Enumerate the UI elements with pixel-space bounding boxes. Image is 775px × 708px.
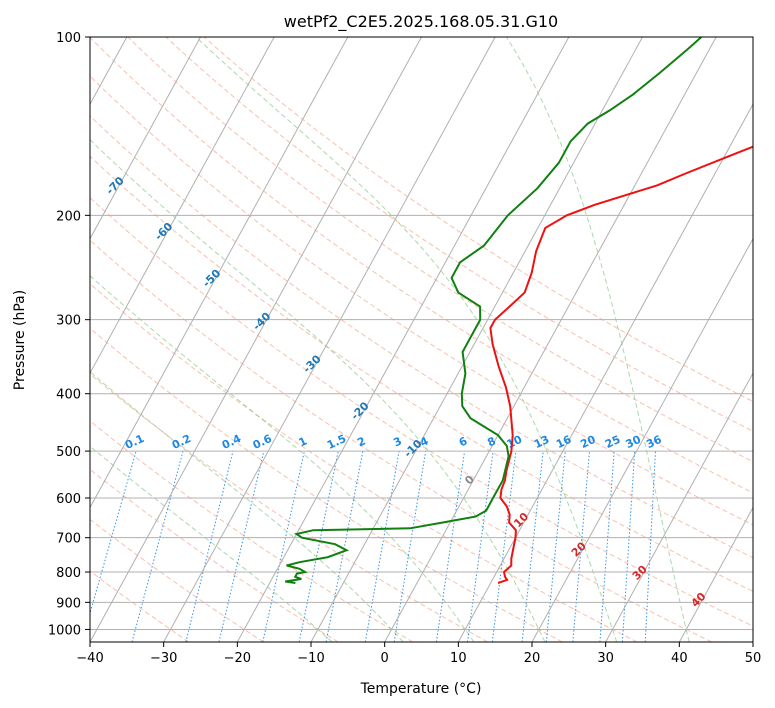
mixing-ratio-line — [298, 450, 339, 642]
mixing-ratio-line — [364, 451, 400, 642]
mixing-ratio-line — [218, 450, 265, 642]
x-tick-label: 50 — [745, 651, 762, 666]
x-tick-label: −10 — [297, 651, 324, 666]
mixing-ratio-line — [262, 450, 305, 642]
plot-frame — [89, 36, 754, 643]
sounding-profiles — [285, 37, 753, 584]
dry-adiabat-line — [90, 373, 488, 642]
x-tick-label: −30 — [150, 651, 177, 666]
isotherm-line — [90, 37, 422, 642]
dry-adiabat-line — [90, 197, 753, 627]
x-axis-ticks: −40 −30 −20 −10 0 10 20 30 40 50 — [76, 642, 761, 666]
dry-adiabat-line — [90, 518, 264, 642]
y-tick-label: 500 — [56, 445, 81, 460]
moist-adiabat-line — [506, 37, 690, 642]
dry-adiabat-line — [90, 468, 339, 642]
isotherm-line — [163, 37, 496, 642]
y-tick-label: 300 — [56, 314, 81, 329]
y-tick-label: 600 — [56, 492, 81, 507]
isotherm-line — [678, 506, 753, 642]
y-tick-label: 200 — [56, 209, 81, 224]
mixing-ratio-line — [599, 451, 615, 642]
y-tick-label: 900 — [56, 596, 81, 611]
mixing-ratio-line — [185, 450, 234, 642]
isotherm-line — [310, 37, 643, 642]
chart-title: wetPf2_C2E5.2025.168.05.31.G10 — [284, 12, 558, 32]
mixing-ratio-label: 13 — [532, 433, 551, 451]
x-tick-label: 40 — [671, 651, 688, 666]
mixing-ratio-label: 16 — [554, 433, 574, 451]
moist-adiabat-line — [90, 275, 475, 642]
y-tick-label: 800 — [56, 566, 81, 581]
mixing-ratio-line — [572, 451, 590, 642]
mixing-ratio-label: 10 — [505, 433, 525, 451]
moist-adiabat-line — [90, 445, 333, 642]
dry-adiabat-line — [90, 570, 190, 642]
isotherm-line — [90, 37, 349, 509]
temperature-profile-line — [489, 145, 753, 584]
isotherm-line — [605, 372, 753, 642]
isotherm-line — [457, 103, 753, 642]
dry-adiabat-line — [90, 115, 753, 559]
y-axis-label: Pressure (hPa) — [12, 290, 28, 390]
mixing-ratio-line — [621, 451, 636, 642]
mixing-ratio-line — [521, 451, 544, 642]
mixing-ratio-line — [467, 451, 494, 642]
mixing-ratio-line — [393, 451, 427, 642]
background-lines — [90, 37, 753, 642]
dry-adiabat-line — [90, 155, 753, 592]
dry-adiabat-line — [90, 37, 753, 494]
mixing-ratio-line — [644, 451, 656, 642]
y-axis-ticks: 100 200 300 400 500 600 700 800 900 1000 — [48, 31, 90, 638]
x-axis-label: Temperature (°C) — [360, 681, 482, 697]
dewpoint-profile-line — [285, 37, 703, 584]
moist-adiabat-line — [90, 138, 546, 642]
mixing-ratio-line — [325, 451, 364, 642]
mixing-ratio-line — [90, 450, 137, 615]
dry-adiabat-line — [127, 37, 753, 463]
x-tick-label: −20 — [224, 651, 251, 666]
isotherm-line — [236, 37, 570, 642]
mixing-ratio-label: 36 — [644, 433, 664, 451]
y-tick-label: 100 — [56, 31, 81, 46]
x-tick-label: −40 — [76, 651, 103, 666]
y-tick-label: 1000 — [48, 623, 81, 638]
mixing-ratio-line — [491, 451, 517, 642]
isotherm-line — [90, 37, 201, 240]
mixing-ratio-line — [435, 451, 466, 642]
x-tick-label: 0 — [381, 651, 389, 666]
y-tick-label: 700 — [56, 532, 81, 547]
moist-adiabat-line — [90, 371, 404, 642]
isotherm-line — [531, 237, 753, 642]
dry-adiabat-line — [90, 239, 712, 642]
mixing-ratio-line — [131, 450, 184, 642]
x-tick-label: 10 — [450, 651, 467, 666]
mixing-ratio-label: 20 — [578, 433, 598, 451]
dry-adiabat-line — [90, 282, 638, 642]
x-tick-label: 20 — [524, 651, 541, 666]
mixing-ratio-label: 25 — [603, 433, 622, 451]
isotherm-line — [90, 37, 275, 375]
y-tick-label: 400 — [56, 388, 81, 403]
mixing-ratio-label: 30 — [624, 433, 644, 451]
x-tick-label: 30 — [597, 651, 614, 666]
isotherm-line — [384, 37, 717, 642]
